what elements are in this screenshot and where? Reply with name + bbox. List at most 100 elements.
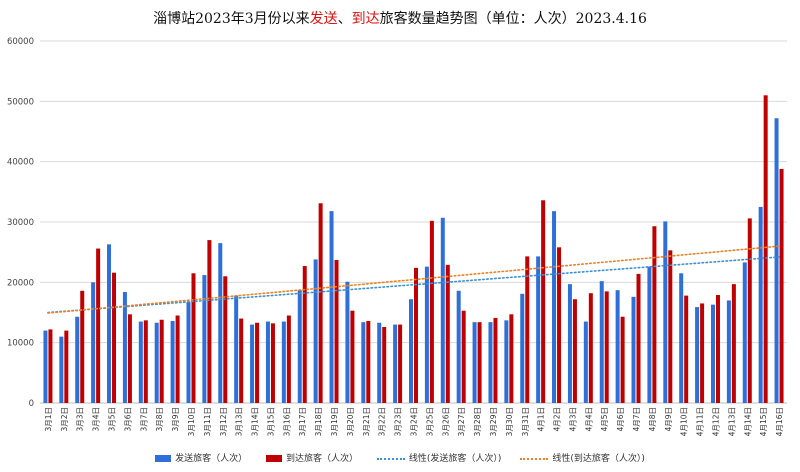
arrive-bar <box>668 250 673 403</box>
legend-arrive-trend: 线性(到达旅客（人次）) <box>520 451 645 464</box>
x-tick-label: 3月2日 <box>60 407 69 432</box>
arrive-bar <box>604 291 609 403</box>
depart-bar <box>726 300 731 403</box>
depart-bar <box>377 322 382 403</box>
arrive-bar <box>366 320 371 403</box>
x-tick-label: 4月6日 <box>616 407 625 432</box>
legend-arrive-trend-label: 线性(到达旅客（人次）) <box>552 454 645 464</box>
legend-depart-label: 发送旅客（人次） <box>175 454 248 464</box>
depart-bar <box>91 282 96 403</box>
legend-depart-trend-label: 线性(发送旅客（人次）) <box>408 454 502 464</box>
arrive-bar <box>652 226 657 403</box>
x-tick-label: 3月9日 <box>171 407 180 432</box>
chart-title: 淄博站2023年3月份以来发送、到达旅客数量趋势图（单位：人次）2023.4.1… <box>0 8 800 28</box>
depart-bar <box>615 290 620 403</box>
x-tick-label: 4月2日 <box>553 407 562 432</box>
y-tick-label: 40000 <box>7 158 34 168</box>
x-tick-label: 3月4日 <box>92 407 101 432</box>
arrive-bar <box>572 299 577 403</box>
title-separator: 、 <box>337 11 352 27</box>
x-tick-label: 4月4日 <box>584 407 593 432</box>
depart-bar <box>107 244 112 403</box>
x-tick-label: 3月24日 <box>410 407 419 436</box>
depart-bar <box>170 320 175 403</box>
y-tick-label: 20000 <box>7 278 34 288</box>
arrive-bar <box>96 248 101 403</box>
arrive-bar <box>382 326 387 403</box>
x-tick-label: 4月7日 <box>632 407 641 432</box>
x-tick-label: 3月8日 <box>155 407 164 432</box>
arrive-bar <box>525 256 530 403</box>
arrive-bar <box>557 247 562 403</box>
depart-bar <box>440 217 445 403</box>
x-tick-label: 3月27日 <box>457 407 466 436</box>
x-tick-label: 4月1日 <box>537 407 546 432</box>
arrive-bar <box>302 266 307 403</box>
arrive-bar <box>684 295 689 403</box>
depart-bar <box>265 321 270 403</box>
x-tick-label: 3月20日 <box>346 407 355 436</box>
arrive-bar <box>715 295 720 403</box>
y-tick-label: 30000 <box>7 218 34 228</box>
x-tick-label: 4月12日 <box>711 407 720 436</box>
depart-bar <box>43 330 48 403</box>
arrive-bar <box>286 315 291 403</box>
arrive-bar <box>270 323 275 403</box>
y-tick-label: 10000 <box>7 339 34 349</box>
depart-bar <box>663 221 668 403</box>
arrive-bar <box>620 316 625 403</box>
y-tick-label: 60000 <box>7 37 34 47</box>
x-tick-label: 3月13日 <box>235 407 244 436</box>
arrive-bar <box>477 322 482 403</box>
arrive-bar <box>763 95 768 404</box>
legend-depart-trend-line <box>376 457 405 460</box>
depart-trendline <box>47 256 780 314</box>
depart-bar <box>583 321 588 403</box>
x-tick-label: 3月10日 <box>187 407 196 436</box>
x-tick-label: 4月3日 <box>568 407 577 432</box>
arrive-bar <box>191 273 196 403</box>
depart-bar <box>329 211 334 403</box>
depart-bar <box>647 266 652 403</box>
x-tick-label: 3月17日 <box>298 407 307 436</box>
legend-arrive-swatch <box>266 455 283 462</box>
arrive-bar <box>239 318 244 403</box>
arrive-bar <box>700 303 705 403</box>
x-tick-label: 3月11日 <box>203 407 212 436</box>
x-tick-label: 3月29日 <box>489 407 498 436</box>
x-tick-label: 3月14日 <box>251 407 260 436</box>
depart-bar <box>138 321 143 403</box>
x-tick-label: 3月5日 <box>108 407 117 432</box>
depart-bar <box>75 316 80 403</box>
depart-bar <box>122 291 127 403</box>
x-tick-label: 4月15日 <box>759 407 768 436</box>
depart-bar <box>250 324 255 403</box>
arrive-bar <box>636 273 641 403</box>
x-tick-label: 3月28日 <box>473 407 482 436</box>
depart-bar <box>536 256 541 403</box>
legend-depart-trend: 线性(发送旅客（人次）) <box>376 451 502 464</box>
depart-bar <box>313 259 318 403</box>
depart-bar <box>456 290 461 403</box>
arrive-bar <box>509 314 514 403</box>
depart-bar <box>424 266 429 403</box>
y-tick-label: 50000 <box>7 97 34 107</box>
depart-bar <box>567 284 572 403</box>
arrive-bar <box>175 315 180 403</box>
x-tick-label: 4月13日 <box>727 407 736 436</box>
depart-bar <box>488 322 493 403</box>
x-tick-label: 3月26日 <box>441 407 450 436</box>
x-tick-label: 3月12日 <box>219 407 228 436</box>
arrive-bar <box>493 317 498 403</box>
arrive-bar <box>350 310 355 403</box>
x-tick-label: 3月3日 <box>76 407 85 432</box>
legend-arrive-label: 到达旅客（人次） <box>286 454 359 464</box>
title-prefix: 淄博站2023年3月份以来 <box>153 11 310 27</box>
arrive-bar <box>398 324 403 403</box>
x-tick-label: 4月8日 <box>648 407 657 432</box>
legend-arrive-trend-line <box>520 457 549 460</box>
depart-bar <box>59 336 64 403</box>
depart-bar <box>186 302 191 403</box>
